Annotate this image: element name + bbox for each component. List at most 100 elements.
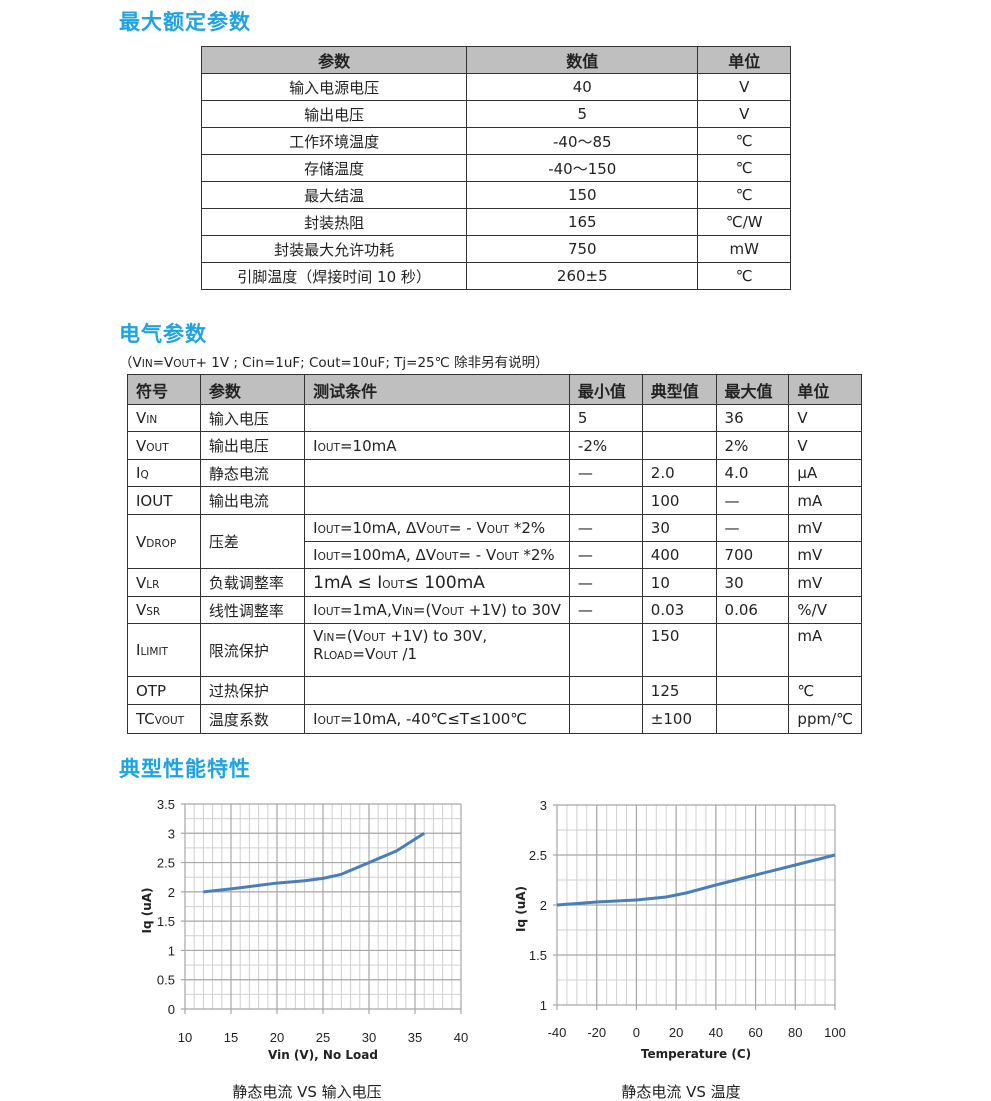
subscript: OUT xyxy=(375,650,398,662)
y-tick-label: 3.5 xyxy=(157,797,175,812)
subscript: IN xyxy=(141,358,153,370)
y-tick-label: 1.5 xyxy=(529,948,547,963)
chart-2-caption: 静态电流 VS 温度 xyxy=(621,1083,741,1101)
symbol-cell: IOUT xyxy=(127,486,201,515)
symbol-cell: VOUT xyxy=(127,431,201,460)
typ-cell: 0.03 xyxy=(641,596,717,624)
symbol-cell: TCVOUT xyxy=(127,704,201,734)
param-cell: 引脚温度（焊接时间 10 秒） xyxy=(200,262,468,290)
condition-cell xyxy=(304,459,570,487)
typ-cell: 400 xyxy=(641,541,717,569)
condition-cell: IOUT=1mA,VIN=(VOUT +1V) to 30V xyxy=(304,596,570,624)
subscript: VOUT xyxy=(154,715,185,727)
column-header: 参数 xyxy=(200,46,468,74)
unit-cell: ℃ xyxy=(697,262,791,290)
test-conditions-note: （VIN=VOUT+ 1V ; Cin=1uF; Cout=10uF; Tj=2… xyxy=(119,351,549,371)
chart-1: 0 0.5 1 1.5 2 2.5 3 3.5 10 15 20 25 30 35 40 Vin (V), N… xyxy=(140,797,468,1062)
min-cell: — xyxy=(568,568,643,597)
column-header: 参数 xyxy=(199,374,306,405)
text-segment: =(V xyxy=(412,601,442,619)
symbol-cell: VLR xyxy=(127,568,201,597)
column-header: 符号 xyxy=(127,374,201,405)
text-segment: =100mA, ΔV xyxy=(339,546,437,564)
text-segment: V xyxy=(136,409,147,427)
text-segment: =V xyxy=(152,355,174,371)
y-tick-label: 3 xyxy=(540,798,547,813)
min-cell xyxy=(568,704,643,734)
param-cell: 输入电压 xyxy=(199,404,306,432)
y-tick-label: 1.5 xyxy=(157,914,175,929)
condition-cell xyxy=(304,486,570,515)
param-cell: 工作环境温度 xyxy=(200,127,468,155)
abs-max-title: 最大额定参数 xyxy=(119,10,251,34)
text-segment: *2% xyxy=(518,546,555,564)
text-segment: I xyxy=(136,464,141,482)
table-row: 输出电压 5 V xyxy=(200,100,791,128)
subscript: Q xyxy=(140,469,149,481)
text-segment: R xyxy=(313,645,324,663)
x-tick-label: 60 xyxy=(748,1025,762,1040)
unit-cell: ℃ xyxy=(697,127,791,155)
param-cell: 线性调整率 xyxy=(199,596,306,624)
subscript: OUT xyxy=(382,578,405,591)
x-tick-label: 40 xyxy=(454,1030,468,1045)
table-row: VDROP 压差 IOUT=10mA, ΔVOUT= - VOUT *2% —30— m… xyxy=(127,514,862,569)
subscript: OUT xyxy=(173,358,196,370)
subscript: OUT xyxy=(496,551,519,563)
text-segment: =(V xyxy=(334,627,364,645)
x-tick-label: 40 xyxy=(709,1025,723,1040)
x-tick-label: 30 xyxy=(362,1030,376,1045)
subscript: IN xyxy=(401,606,413,618)
column-header: 最小值 xyxy=(568,374,643,405)
text-segment: V xyxy=(136,532,147,551)
subscript: OUT xyxy=(317,441,340,454)
series-line xyxy=(556,853,836,907)
y-tick-label: 1 xyxy=(168,943,175,958)
max-cell: 30 xyxy=(715,568,790,597)
text-segment: I xyxy=(136,641,141,659)
param-cell: 静态电流 xyxy=(199,459,306,487)
x-tick-label: 15 xyxy=(224,1030,238,1045)
condition-cell: IOUT=10mA, ΔVOUT= - VOUT *2% xyxy=(304,514,570,542)
subscript: LOAD xyxy=(323,650,353,662)
max-cell: 2% xyxy=(715,431,790,460)
table-row: VSR 线性调整率 IOUT=1mA,VIN=(VOUT +1V) to 30V —0… xyxy=(127,596,862,624)
y-tick-label: 2.5 xyxy=(529,848,547,863)
param-cell: 输入电源电压 xyxy=(200,73,468,101)
subscript: OUT xyxy=(317,524,340,536)
unit-cell: V xyxy=(697,73,791,101)
text-segment: TC xyxy=(136,710,155,728)
subscript: OUT xyxy=(317,606,340,618)
subscript: OUT xyxy=(317,715,340,727)
unit-cell: V xyxy=(788,404,862,432)
column-header: 测试条件 xyxy=(304,374,570,405)
table-row: VIN 输入电压 5 36 V xyxy=(127,404,862,432)
typ-cell xyxy=(641,404,717,432)
unit-cell: mV xyxy=(788,541,862,569)
text-segment: +1V) to 30V xyxy=(463,601,561,619)
value-cell: 165 xyxy=(466,208,699,236)
subscript: DROP xyxy=(146,537,177,550)
chart-2: 1 1.5 2 2.5 3 -40 -20 0 20 40 60 80 100 Temperature (… xyxy=(514,798,846,1061)
unit-cell: ℃ xyxy=(697,154,791,182)
subscript: OUT xyxy=(426,524,449,536)
abs-max-table: 参数 数值 单位 输入电源电压 40 V 输出电压 5 V 工作环境温度 -40～85 ℃ 存储温度 -… xyxy=(200,46,791,290)
value-cell: 260±5 xyxy=(466,262,699,290)
text-segment: 1mA ≤ I xyxy=(313,572,383,593)
param-cell: 最大结温 xyxy=(200,181,468,209)
y-tick-label: 0 xyxy=(168,1002,175,1017)
text-segment: = - V xyxy=(448,519,487,537)
condition-cell xyxy=(304,404,570,432)
min-cell: -2% xyxy=(568,431,643,460)
max-cell: 36 xyxy=(715,404,790,432)
min-cell xyxy=(568,623,643,677)
table-row: 存储温度 -40～150 ℃ xyxy=(200,154,791,182)
value-cell: -40～85 xyxy=(466,127,699,155)
param-cell: 封装热阻 xyxy=(200,208,468,236)
table-row: 最大结温 150 ℃ xyxy=(200,181,791,209)
column-header: 单位 xyxy=(697,46,791,74)
unit-cell: mA xyxy=(788,623,862,677)
subscript: OUT xyxy=(363,632,386,644)
max-cell: — xyxy=(715,486,790,515)
